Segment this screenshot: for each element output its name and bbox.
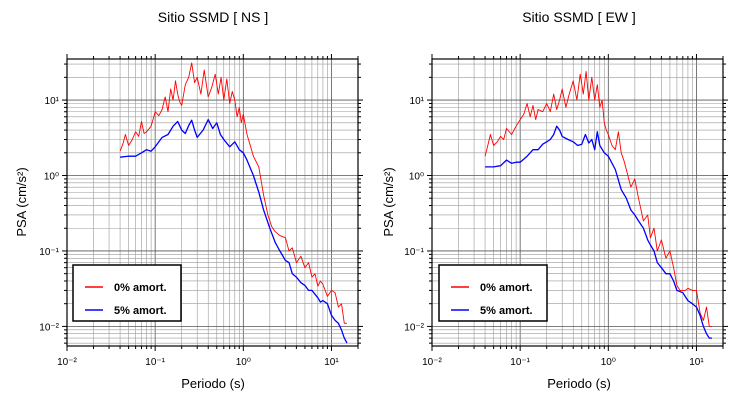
plot-frame [431,58,724,347]
x-tick-label: 10¹ [689,357,704,368]
x-tick-label: 10⁻¹ [510,357,530,368]
legend-label-0: 0% amort. [480,282,533,294]
y-tick-label: 10¹ [45,96,60,107]
y-tick-label: 10⁻² [39,322,59,333]
x-tick-label: 10⁻¹ [145,357,165,368]
x-tick-label: 10⁻² [422,357,442,368]
series-line-0 [119,62,347,324]
chart-panel-ns: Sitio SSMD [ NS ] Periodo (s) PSA (cm/s²… [14,9,363,391]
x-axis-label: Periodo (s) [547,376,611,391]
series-lines [484,70,712,339]
axis-ticks: 10⁻² 10⁻¹ 10⁰ 10¹ 10⁻² 10⁻¹ 10⁰ 10¹ [39,54,363,368]
chart-panel-ew: Sitio SSMD [ EW ] Periodo (s) PSA (cm/s²… [381,9,728,391]
x-tick-label: 10⁻² [57,357,77,368]
legend-label-0: 0% amort. [114,282,167,294]
y-tick-label: 10⁻² [404,322,424,333]
y-tick-label: 10⁰ [44,172,59,183]
y-tick-label: 10⁰ [409,172,424,183]
x-tick-label: 10⁰ [236,357,251,368]
x-tick-label: 10¹ [324,357,339,368]
legend: 0% amort. 5% amort. [438,264,548,322]
series-line-1 [120,118,348,344]
legend-label-1: 5% amort. [114,305,167,317]
series-lines [119,62,348,344]
grid-lines [431,59,724,346]
y-axis-label: PSA (cm/s²) [14,167,29,236]
axis-ticks: 10⁻² 10⁻¹ 10⁰ 10¹ 10⁻² 10⁻¹ 10⁰ 10¹ [404,54,728,368]
legend-box [438,264,548,322]
legend-label-1: 5% amort. [480,305,533,317]
y-tick-label: 10⁻¹ [39,247,59,258]
chart-title: Sitio SSMD [ EW ] [522,9,636,25]
y-axis-label: PSA (cm/s²) [381,167,396,236]
y-tick-label: 10⁻¹ [404,247,424,258]
legend: 0% amort. 5% amort. [72,264,182,322]
chart-title: Sitio SSMD [ NS ] [158,9,268,25]
legend-box [72,264,182,322]
x-tick-label: 10⁰ [601,357,616,368]
series-line-1 [485,125,712,339]
plot-frame [66,58,359,347]
x-axis-label: Periodo (s) [181,376,245,391]
series-line-0 [484,70,712,327]
y-tick-label: 10¹ [410,96,425,107]
